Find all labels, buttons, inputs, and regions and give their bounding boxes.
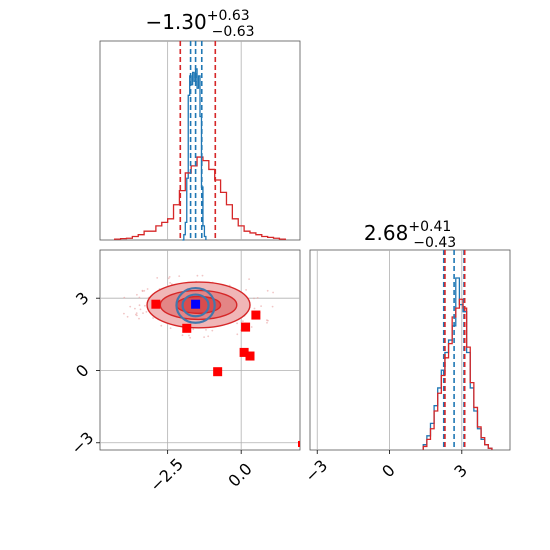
sample-dot (248, 278, 251, 280)
sample-dot (266, 321, 268, 324)
sample-dot (253, 307, 256, 310)
sample-dot (143, 289, 146, 292)
sample-dot (138, 304, 141, 307)
panel-frame (99, 40, 301, 241)
x-tick-label: 0 (378, 461, 399, 482)
sample-dot (145, 311, 148, 313)
x-tick-label: −2.5 (146, 454, 187, 495)
sample-dot (267, 319, 269, 322)
red-square-marker (298, 440, 300, 447)
sample-dot (181, 334, 184, 337)
sample-dot (123, 296, 126, 299)
sample-dot (123, 312, 125, 315)
panel-frame (99, 249, 301, 451)
red-square-marker (213, 367, 223, 377)
x-tick-label: −3 (301, 456, 331, 486)
sample-dot (236, 333, 239, 336)
title-sup: +0.63 (207, 8, 250, 24)
sample-dot (205, 329, 207, 331)
sample-dot (203, 336, 206, 338)
sample-dot (178, 275, 181, 277)
title-sub: −0.63 (212, 24, 255, 40)
blue-square-marker (191, 299, 201, 309)
sample-dot (245, 289, 248, 291)
sample-dot (142, 312, 144, 314)
blue-contour (175, 286, 216, 324)
sample-dot (138, 317, 140, 320)
title-value: −1.30 (145, 10, 206, 34)
y-tick-label: 0 (72, 361, 93, 382)
sample-dot (260, 305, 262, 307)
sample-dot (134, 307, 136, 310)
sample-dot (138, 296, 141, 299)
sample-dot (141, 289, 144, 292)
sample-dot (188, 334, 190, 337)
x-tick-label: 3 (450, 461, 471, 482)
sample-dot (196, 274, 199, 277)
sample-dot (192, 328, 195, 331)
red-square-marker (241, 322, 251, 332)
marginal-histogram-x (99, 40, 301, 241)
sample-dot (201, 274, 204, 277)
red-square-marker (239, 347, 249, 357)
sample-dot (126, 315, 129, 318)
sample-dot (272, 291, 274, 294)
panel-title-y: 2.68+0.41 −0.43 (364, 219, 456, 251)
sample-dot (236, 322, 239, 325)
sample-dot (144, 304, 146, 307)
sample-dot (156, 277, 159, 279)
title-sup: +0.41 (408, 219, 451, 235)
sample-dot (242, 320, 244, 323)
histogram-series (114, 156, 286, 240)
sample-dot (250, 326, 253, 328)
sample-dot (135, 312, 138, 314)
title-value: 2.68 (364, 221, 409, 245)
title-sub: −0.43 (413, 235, 456, 251)
red-square-marker (151, 299, 161, 309)
panel-title-x: −1.30+0.63 −0.63 (145, 8, 254, 40)
sample-dot (136, 293, 138, 296)
sample-dot (169, 327, 172, 329)
red-square-marker (251, 310, 261, 320)
sample-dot (152, 317, 155, 319)
joint-distribution-panel: −2.5 0.0 3 0 −3 (67, 249, 301, 495)
panel-frame (309, 249, 511, 451)
sample-dot (253, 297, 255, 300)
blue-contour (181, 293, 210, 318)
sample-dot (271, 305, 274, 308)
histogram-series (422, 298, 493, 450)
sample-dot (160, 324, 163, 327)
sample-dot (146, 288, 149, 290)
sample-dot (129, 305, 132, 308)
x-tick-label: 0.0 (224, 459, 255, 490)
y-tick-label: −3 (67, 428, 97, 458)
marginal-histogram-y: −3 0 3 (301, 249, 511, 486)
sample-dot (189, 336, 192, 339)
sample-dot (136, 314, 138, 317)
sample-dot (211, 329, 214, 332)
sample-dot (207, 335, 210, 338)
sample-dot (167, 277, 170, 280)
y-tick-label: 3 (72, 288, 93, 309)
sample-dot (139, 308, 142, 311)
red-square-marker (182, 323, 192, 333)
sample-dot (169, 282, 172, 284)
sample-dot (256, 297, 259, 299)
sample-dot (266, 289, 269, 292)
red-square-marker (245, 351, 255, 361)
sample-dot (168, 276, 171, 278)
